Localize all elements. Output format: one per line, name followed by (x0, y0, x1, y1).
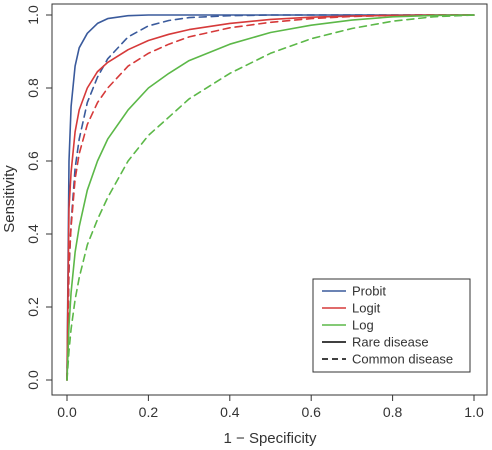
x-tick-label: 0.8 (383, 404, 403, 420)
x-tick-label: 0.0 (57, 404, 77, 420)
series-line-logit-common (66, 14, 475, 381)
legend-items: Probit Logit Log Rare disease Common disease (322, 284, 453, 367)
legend-label: Probit (352, 284, 386, 299)
series-line-probit-rare (66, 14, 475, 381)
x-tick-label: 1.0 (464, 404, 484, 420)
y-tick-label: 0.6 (25, 151, 41, 171)
series-line-log-rare (66, 14, 475, 381)
y-axis-title: Sensitivity (1, 165, 18, 233)
y-tick-label: 0.4 (25, 224, 41, 244)
y-axis: 0.0 0.2 0.4 0.6 0.8 1.0 (25, 5, 52, 390)
series-layer (66, 14, 475, 381)
x-tick-label: 0.4 (220, 404, 240, 420)
series-line-log-common (66, 14, 475, 381)
legend-label: Logit (352, 301, 381, 316)
legend-label: Common disease (352, 352, 453, 367)
x-axis-title: 1 − Specificity (224, 430, 317, 447)
plot-frame (51, 3, 488, 396)
y-tick-label: 1.0 (25, 5, 41, 25)
legend: Probit Logit Log Rare disease Common disease (312, 278, 471, 373)
legend-label: Log (352, 318, 374, 333)
y-tick-label: 0.8 (25, 78, 41, 98)
x-tick-label: 0.2 (139, 404, 159, 420)
y-tick-label: 0.0 (25, 370, 41, 390)
x-tick-label: 0.6 (301, 404, 321, 420)
x-axis: 0.0 0.2 0.4 0.6 0.8 1.0 (57, 395, 484, 420)
y-tick-label: 0.2 (25, 297, 41, 317)
legend-label: Rare disease (352, 335, 429, 350)
series-line-logit-rare (66, 14, 475, 381)
